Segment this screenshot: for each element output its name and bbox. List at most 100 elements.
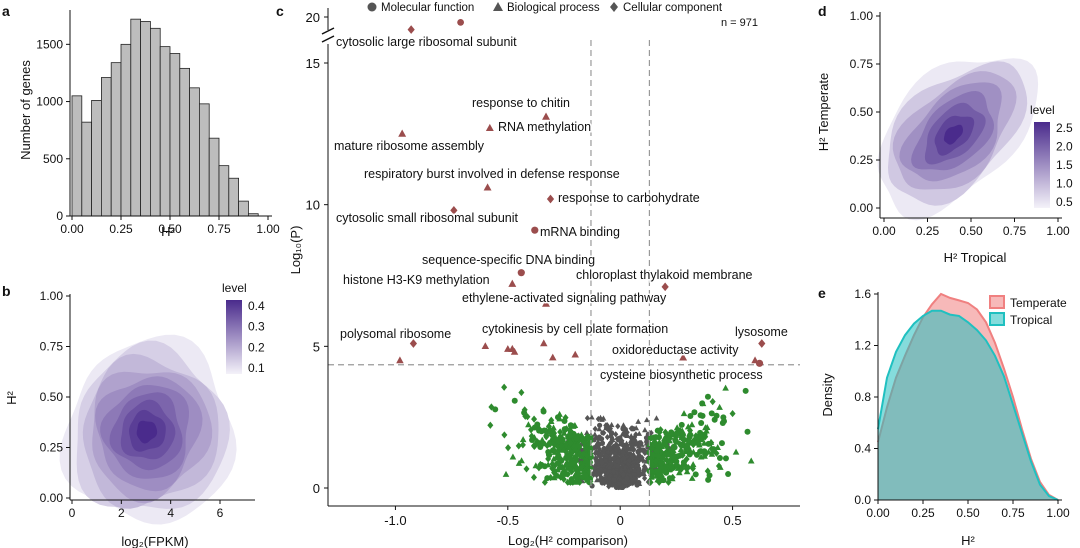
- nonsignificant-point: [722, 455, 729, 462]
- nonsignificant-point: [744, 428, 751, 435]
- panel-a-x-tick-label: 0.25: [109, 222, 133, 236]
- panel-e-y-tick-label: 0.0: [854, 493, 871, 507]
- panel-d-x-tick-label: 1.00: [1046, 224, 1070, 238]
- point-label: mature ribosome assembly: [334, 139, 485, 153]
- nonsignificant-point: [567, 427, 574, 435]
- histogram-bar: [159, 46, 171, 217]
- nonsignificant-point: [637, 440, 643, 446]
- panel-e-y-tick-label: 1.2: [854, 339, 871, 353]
- nonsignificant-point: [679, 431, 686, 438]
- panel-b-y-tick-label: 0.75: [40, 340, 64, 354]
- nonsignificant-point: [670, 453, 677, 462]
- nonsignificant-point: [545, 449, 552, 456]
- nonsignificant-point: [541, 463, 548, 470]
- nonsignificant-point: [688, 474, 696, 481]
- nonsignificant-point: [649, 460, 656, 468]
- panel-d-legend-tick-label: 1.5: [1056, 158, 1073, 172]
- legend-diamond-icon: [610, 2, 618, 12]
- panel-b-legend-tick-label: 0.4: [248, 299, 265, 313]
- histogram-bar: [91, 100, 102, 217]
- nonsignificant-point: [613, 466, 620, 472]
- nonsignificant-point: [603, 452, 609, 459]
- panel-d-y-tick-label: 1.00: [850, 9, 874, 23]
- nonsignificant-point: [573, 464, 581, 471]
- nonsignificant-point: [665, 478, 672, 486]
- panel-c-y-tick-label: 10: [306, 198, 320, 213]
- nonsignificant-point: [672, 433, 679, 441]
- nonsignificant-point: [558, 442, 565, 450]
- nonsignificant-point: [584, 414, 591, 422]
- panel-d-y-tick-label: 0.25: [850, 153, 874, 167]
- nonsignificant-point: [607, 425, 614, 432]
- panel-d-xlabel: H² Tropical: [944, 250, 1007, 265]
- panel-c-axes: -1.0 -0.5 0 0.5 0 5 10 15 20: [306, 8, 800, 528]
- nonsignificant-point: [604, 433, 611, 441]
- nonsignificant-point: [533, 421, 540, 429]
- legend-label-temperate: Temperate: [1010, 296, 1067, 310]
- nonsignificant-point: [530, 473, 537, 481]
- panel-c-x-tick-label: 0.5: [724, 513, 742, 528]
- panel-c-labels: cytosolic large ribosomal subunit respons…: [333, 34, 790, 384]
- nonsignificant-point: [573, 435, 580, 442]
- panel-e: e 0.00 0.25 0.50 0.75 1.00 0.0 0.4 0.8 1.2 1.6 H²…: [818, 285, 1070, 548]
- nonsignificant-point: [651, 439, 658, 446]
- nonsignificant-point: [588, 414, 595, 420]
- nonsignificant-point: [535, 462, 543, 469]
- nonsignificant-point: [622, 465, 628, 471]
- nonsignificant-point: [615, 423, 621, 430]
- nonsignificant-point: [515, 442, 522, 450]
- panel-a-ylabel: Number of genes: [18, 60, 33, 160]
- labeled-point: [542, 299, 550, 307]
- nonsignificant-point: [655, 443, 663, 450]
- panel-b-density: [59, 334, 237, 525]
- histogram-bar: [71, 95, 83, 217]
- panel-a-y-tick-label: 1500: [36, 37, 63, 51]
- nonsignificant-point: [673, 424, 681, 431]
- nonsignificant-point: [547, 418, 555, 425]
- nonsignificant-point: [553, 453, 560, 460]
- nonsignificant-point: [747, 457, 755, 464]
- nonsignificant-point: [708, 450, 716, 457]
- nonsignificant-point: [633, 425, 640, 431]
- panel-d: d 0.00 0.25 0.50 0.75 1.00 0.00 0.25 0.50 0.75 1.…: [816, 3, 1073, 265]
- labeled-point: [531, 226, 539, 234]
- nonsignificant-point: [620, 471, 626, 478]
- nonsignificant-point: [592, 431, 598, 437]
- point-label: RNA methylation: [498, 120, 591, 134]
- nonsignificant-point: [560, 429, 568, 436]
- panel-c-points: [328, 19, 800, 506]
- nonsignificant-point: [568, 476, 575, 483]
- point-label: mRNA binding: [540, 225, 620, 239]
- legend-label: Molecular function: [381, 2, 474, 14]
- significant-point: [571, 350, 579, 358]
- panel-d-y-tick-label: 0.50: [850, 105, 874, 119]
- panel-d-ylabel: H² Temperate: [816, 73, 831, 152]
- nonsignificant-point: [598, 467, 604, 473]
- labeled-point: [409, 339, 418, 348]
- nonsignificant-point: [612, 450, 618, 458]
- panel-b: b 0 2 4 6 0.00 0.25 0.50 0.75 1.00 log₂(FPKM) H²…: [2, 281, 265, 548]
- point-label: lysosome: [735, 325, 788, 339]
- nonsignificant-point: [619, 484, 625, 490]
- nonsignificant-point: [615, 458, 621, 465]
- nonsignificant-point: [699, 400, 706, 407]
- panel-c-ylabel: Log₁₀(P): [288, 226, 303, 275]
- nonsignificant-point: [560, 475, 567, 483]
- histogram-bar: [218, 165, 230, 217]
- panel-b-xlabel: log₂(FPKM): [121, 534, 188, 548]
- panel-b-legend-tick-label: 0.2: [248, 340, 265, 354]
- nonsignificant-point: [620, 422, 627, 428]
- density-line-tropical: [877, 309, 1059, 501]
- nonsignificant-point: [596, 426, 603, 432]
- labeled-point: [755, 359, 764, 367]
- point-label: sequence-specific DNA binding: [422, 253, 595, 267]
- nonsignificant-point: [683, 468, 691, 475]
- labeled-point: [398, 129, 407, 137]
- nonsignificant-point: [669, 475, 676, 482]
- nonsignificant-point: [680, 459, 687, 466]
- nonsignificant-point: [567, 466, 574, 474]
- legend-swatch-tropical: [989, 312, 1005, 326]
- panel-b-x-tick-label: 4: [167, 506, 174, 520]
- panel-b-y-tick-label: 1.00: [40, 289, 64, 303]
- nonsignificant-point: [678, 465, 685, 473]
